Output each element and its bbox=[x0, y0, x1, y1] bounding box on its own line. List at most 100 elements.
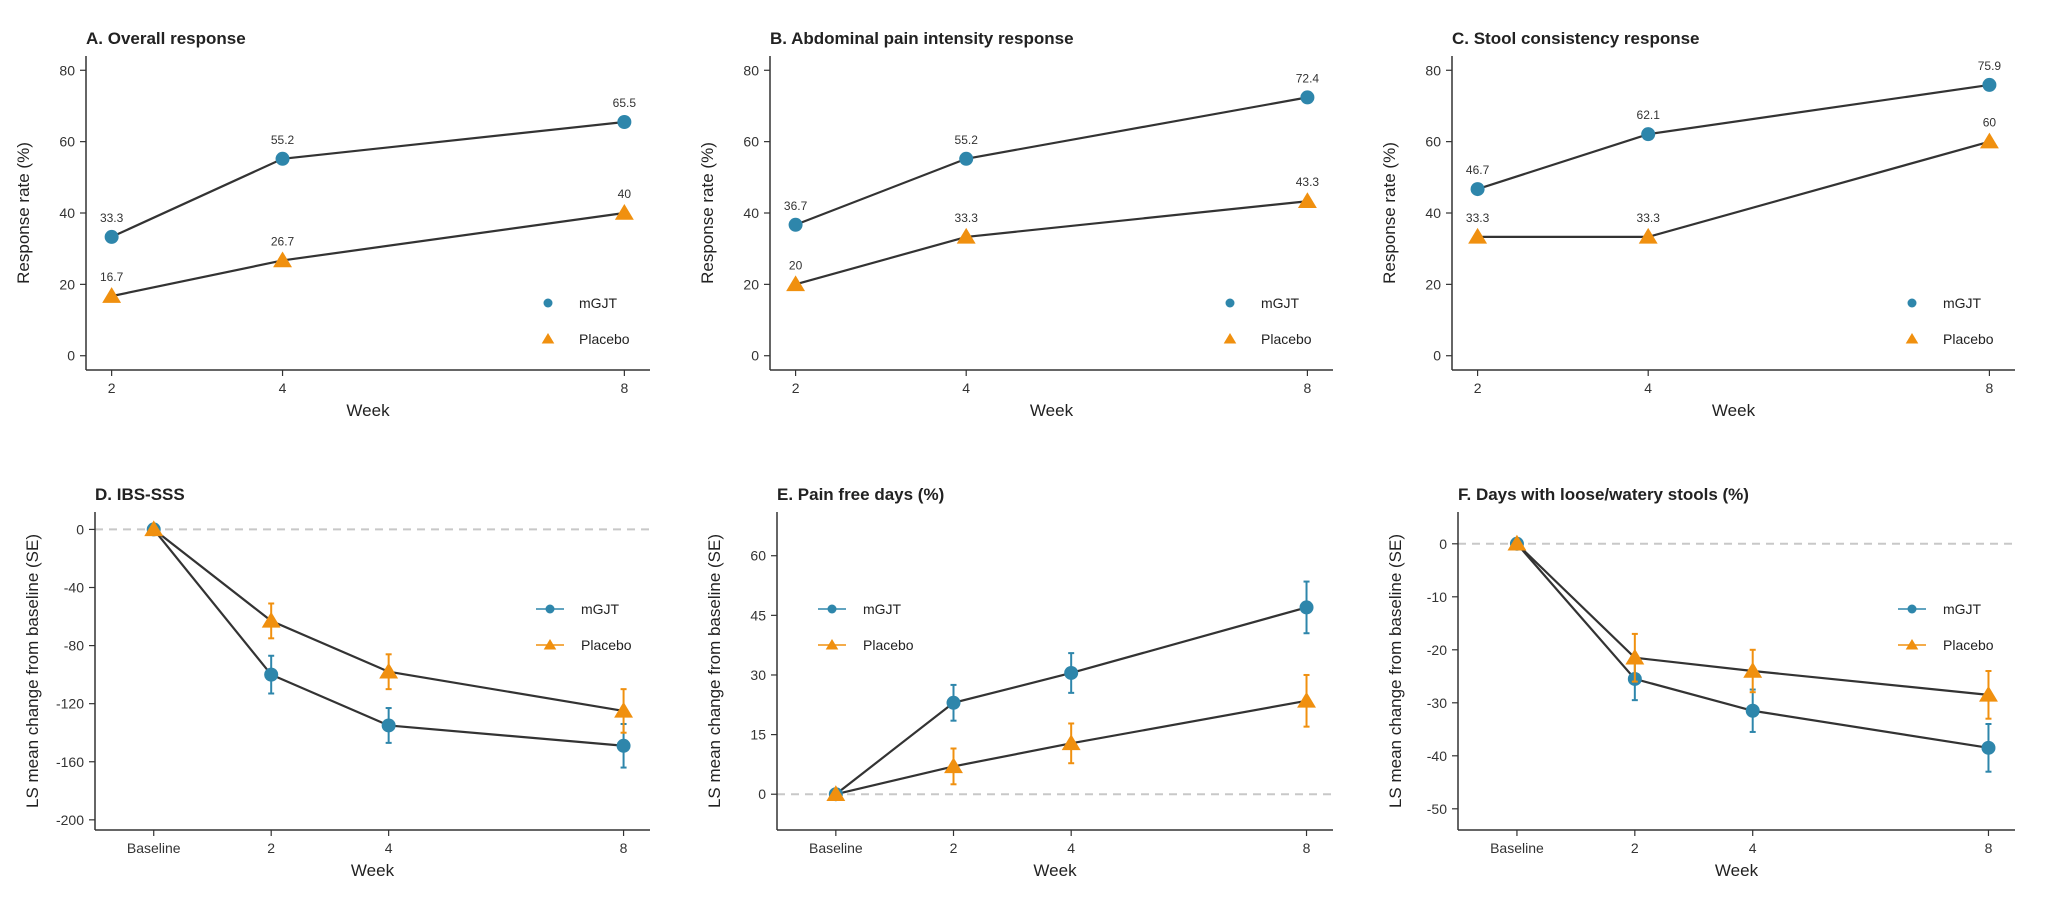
y-tick-label: 60 bbox=[743, 134, 759, 150]
panel-title: E. Pain free days (%) bbox=[777, 485, 944, 504]
data-label-placebo: 33.3 bbox=[955, 211, 979, 225]
y-tick-label: 20 bbox=[1425, 276, 1441, 292]
data-label-placebo: 40 bbox=[618, 187, 632, 201]
legend-label-placebo: Placebo bbox=[1943, 331, 1994, 347]
data-label-placebo: 43.3 bbox=[1296, 175, 1320, 189]
panel-3: C. Stool consistency response 0 20 40 60 80 2 4… bbox=[1380, 29, 2015, 420]
legend-label-placebo: Placebo bbox=[581, 637, 632, 653]
y-axis-label: Response rate (%) bbox=[698, 142, 717, 284]
y-tick-label: -40 bbox=[1427, 748, 1447, 764]
y-tick-label: 40 bbox=[59, 205, 75, 221]
x-axis-label: Week bbox=[1712, 401, 1756, 420]
x-tick-label: 2 bbox=[1474, 380, 1482, 396]
legend-label-mgjt: mGJT bbox=[579, 295, 618, 311]
point-mgjt bbox=[275, 151, 290, 166]
point-mgjt bbox=[264, 667, 279, 682]
point-placebo bbox=[1297, 691, 1316, 708]
y-tick-label: 80 bbox=[59, 62, 75, 78]
series-line-placebo bbox=[111, 211, 625, 298]
legend-label-mgjt: mGJT bbox=[863, 601, 902, 617]
data-label-placebo: 26.7 bbox=[271, 234, 295, 248]
point-placebo bbox=[1979, 685, 1998, 702]
point-mgjt bbox=[946, 695, 961, 710]
x-tick-label: 2 bbox=[792, 380, 800, 396]
series-line-placebo bbox=[153, 528, 624, 713]
x-tick-label: 2 bbox=[267, 840, 275, 856]
point-placebo bbox=[614, 204, 634, 220]
legend-label-placebo: Placebo bbox=[1261, 331, 1312, 347]
point-mgjt bbox=[617, 115, 632, 130]
data-label-placebo: 33.3 bbox=[1466, 211, 1490, 225]
y-tick-label: 0 bbox=[1439, 536, 1447, 552]
legend-label-placebo: Placebo bbox=[863, 637, 914, 653]
panel-1: A. Overall response 0 20 40 60 80 2 4 8 Week Respo… bbox=[14, 29, 650, 420]
x-tick-label: 8 bbox=[1985, 840, 1993, 856]
legend-key-placebo bbox=[543, 639, 557, 650]
point-placebo bbox=[786, 275, 806, 292]
legend-label-mgjt: mGJT bbox=[1943, 295, 1982, 311]
x-tick-label: 4 bbox=[385, 840, 393, 856]
point-placebo bbox=[826, 785, 846, 801]
point-mgjt bbox=[1641, 127, 1656, 142]
y-tick-label: -20 bbox=[1427, 642, 1447, 658]
legend-label-mgjt: mGJT bbox=[581, 601, 620, 617]
series-line-mgjt bbox=[795, 96, 1308, 226]
y-tick-label: -160 bbox=[56, 754, 84, 770]
legend-key-placebo bbox=[1905, 639, 1919, 650]
point-mgjt bbox=[959, 151, 974, 166]
legend-key-mgjt bbox=[1907, 298, 1917, 308]
point-mgjt bbox=[381, 718, 396, 733]
point-placebo bbox=[273, 251, 292, 268]
data-label-mgjt: 55.2 bbox=[955, 133, 979, 147]
legend-key-mgjt bbox=[543, 298, 553, 308]
point-placebo bbox=[1507, 534, 1527, 551]
data-label-mgjt: 46.7 bbox=[1466, 163, 1490, 177]
series-line-placebo bbox=[795, 200, 1308, 286]
panel-title: F. Days with loose/watery stools (%) bbox=[1458, 485, 1749, 504]
x-tick-label: 8 bbox=[1986, 380, 1994, 396]
point-mgjt bbox=[1470, 182, 1485, 197]
panel-title: A. Overall response bbox=[86, 29, 246, 48]
legend-key-placebo bbox=[825, 639, 839, 650]
panel-2: B. Abdominal pain intensity response 0 20 4… bbox=[698, 29, 1333, 420]
legend-label-placebo: Placebo bbox=[1943, 637, 1994, 653]
y-tick-label: 40 bbox=[1425, 205, 1441, 221]
x-tick-label: 4 bbox=[962, 380, 970, 396]
legend-label-mgjt: mGJT bbox=[1943, 601, 1982, 617]
y-tick-label: 45 bbox=[750, 607, 766, 623]
y-axis-label: LS mean change from baseline (SE) bbox=[23, 534, 42, 808]
point-mgjt bbox=[1299, 600, 1314, 615]
point-placebo bbox=[1061, 734, 1081, 751]
point-placebo bbox=[379, 662, 399, 679]
panel-title: C. Stool consistency response bbox=[1452, 29, 1700, 48]
y-tick-label: 0 bbox=[67, 348, 75, 364]
point-placebo bbox=[102, 287, 122, 303]
x-tick-label: 2 bbox=[1631, 840, 1639, 856]
y-tick-label: -40 bbox=[64, 580, 84, 596]
y-tick-label: 20 bbox=[59, 276, 75, 292]
y-tick-label: 60 bbox=[750, 548, 766, 564]
data-label-mgjt: 62.1 bbox=[1637, 108, 1661, 122]
series-line-placebo bbox=[1477, 140, 1990, 239]
point-placebo bbox=[1743, 662, 1763, 678]
x-tick-label: Baseline bbox=[1490, 840, 1544, 856]
data-label-mgjt: 75.9 bbox=[1978, 59, 2002, 73]
y-tick-label: 80 bbox=[1425, 62, 1441, 78]
data-label-placebo: 20 bbox=[789, 258, 803, 272]
legend-key-mgjt bbox=[545, 604, 555, 614]
point-placebo bbox=[956, 227, 976, 244]
x-tick-label: 4 bbox=[1749, 840, 1757, 856]
data-label-mgjt: 72.4 bbox=[1296, 71, 1320, 85]
y-tick-label: -50 bbox=[1427, 801, 1447, 817]
point-mgjt bbox=[1300, 90, 1315, 105]
point-mgjt bbox=[1064, 665, 1079, 680]
y-axis-label: Response rate (%) bbox=[1380, 142, 1399, 284]
y-tick-label: 60 bbox=[59, 134, 75, 150]
series-line-mgjt bbox=[835, 606, 1307, 796]
x-tick-label: 4 bbox=[279, 380, 287, 396]
y-tick-label: 0 bbox=[751, 348, 759, 364]
series-line-placebo bbox=[1516, 543, 1989, 696]
y-tick-label: -80 bbox=[64, 638, 84, 654]
point-placebo bbox=[614, 701, 634, 718]
